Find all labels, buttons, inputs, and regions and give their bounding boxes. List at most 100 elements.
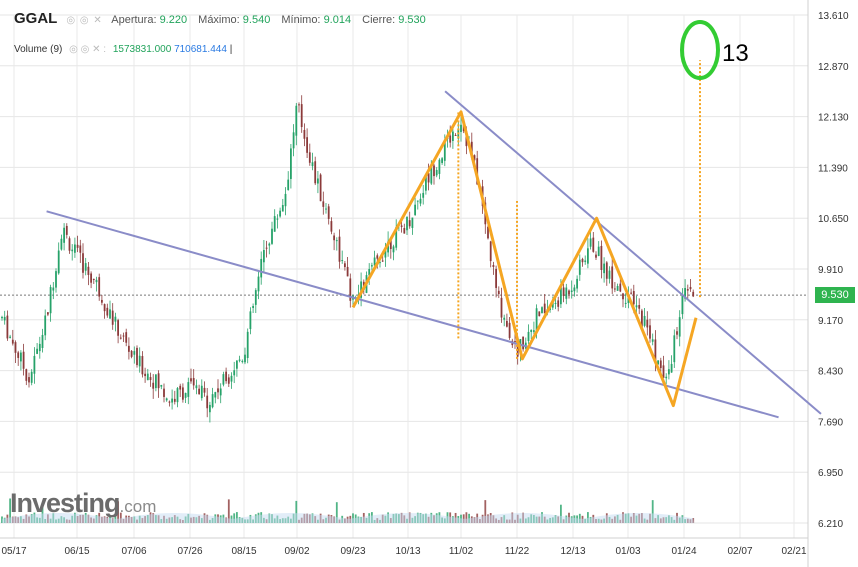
volume-bar xyxy=(578,513,581,523)
candle-body xyxy=(103,304,106,312)
candle-body xyxy=(592,237,595,252)
candle-body xyxy=(290,148,292,179)
candle-body xyxy=(622,293,624,300)
volume-bar xyxy=(233,513,236,523)
candle-body xyxy=(325,208,327,210)
candle-body xyxy=(9,336,11,338)
candle-body xyxy=(63,227,65,243)
candle-body xyxy=(419,198,422,204)
candle-body xyxy=(538,311,541,317)
volume-bar xyxy=(227,499,230,523)
candle-body xyxy=(414,204,416,215)
annotation-target-number: 13 xyxy=(722,40,749,67)
candle-body xyxy=(33,355,36,374)
candle-body xyxy=(500,297,503,318)
candle-body xyxy=(141,356,144,375)
candle-body xyxy=(425,176,427,191)
candle-body xyxy=(155,374,157,389)
candle-body xyxy=(492,265,495,267)
candle-body xyxy=(576,278,578,289)
candle-body xyxy=(71,249,74,252)
candle-body xyxy=(125,332,128,343)
candle-body xyxy=(338,236,341,262)
candle-body xyxy=(246,331,249,359)
volume-controls-icon[interactable]: ◎ ◎ ✕ : xyxy=(69,44,107,55)
candle-body xyxy=(495,268,497,288)
candle-body xyxy=(427,173,430,183)
candle-body xyxy=(308,152,311,163)
candle-body xyxy=(165,398,168,401)
candle-body xyxy=(322,201,325,207)
candle-body xyxy=(284,193,287,207)
candle-body xyxy=(44,315,47,336)
y-tick-label: 13.610 xyxy=(818,11,849,22)
candle-body xyxy=(241,360,244,362)
candle-body xyxy=(279,210,281,217)
candle-body xyxy=(38,343,41,352)
candle-body xyxy=(55,271,57,288)
candle-body xyxy=(379,262,381,264)
candle-body xyxy=(14,342,17,353)
candle-body xyxy=(584,260,587,262)
candle-body xyxy=(527,331,530,341)
candle-body xyxy=(49,287,52,314)
candle-body xyxy=(400,225,403,227)
candle-body xyxy=(568,290,570,295)
candle-body xyxy=(106,307,109,316)
candle-body xyxy=(403,228,406,234)
candle-body xyxy=(349,278,352,301)
candle-body xyxy=(651,339,654,342)
candle-body xyxy=(460,124,462,133)
candle-body xyxy=(65,225,68,235)
candle-body xyxy=(454,134,457,136)
volume-separator: | xyxy=(229,44,233,55)
candle-body xyxy=(214,392,217,398)
candle-body xyxy=(298,104,300,106)
x-tick-label: 02/21 xyxy=(781,546,806,557)
candle-body xyxy=(392,246,395,253)
x-tick-label: 02/07 xyxy=(727,546,752,557)
candle-body xyxy=(346,266,349,277)
candle-body xyxy=(578,259,581,275)
candle-body xyxy=(281,205,284,212)
y-tick-label: 6.950 xyxy=(818,468,843,479)
candle-body xyxy=(543,303,546,314)
candle-body xyxy=(597,246,600,256)
volume-bar xyxy=(587,512,589,523)
candle-body xyxy=(611,266,614,289)
candle-body xyxy=(373,257,376,266)
candle-body xyxy=(317,178,319,184)
candle-body xyxy=(109,309,111,319)
y-tick-label: 9.170 xyxy=(818,316,843,327)
candle-body xyxy=(233,370,236,376)
candle-body xyxy=(6,315,9,339)
candle-body xyxy=(449,135,452,143)
candle-body xyxy=(179,385,182,390)
ticker-symbol[interactable]: GGAL xyxy=(14,10,58,27)
candle-body xyxy=(668,369,670,375)
candle-body xyxy=(68,238,71,251)
candle-body xyxy=(560,287,562,305)
candle-body xyxy=(25,369,28,381)
candle-body xyxy=(230,375,233,382)
candle-body xyxy=(654,339,657,362)
candle-body xyxy=(344,263,346,268)
volume-bar xyxy=(560,504,562,523)
candle-body xyxy=(295,105,298,136)
volume-label[interactable]: Volume (9) xyxy=(14,44,63,55)
candle-body xyxy=(36,348,38,354)
candle-body xyxy=(368,268,371,276)
candle-body xyxy=(236,360,238,369)
candle-body xyxy=(314,161,317,184)
candle-body xyxy=(643,315,646,326)
candle-body xyxy=(641,310,643,328)
candle-body xyxy=(533,330,535,332)
candle-body xyxy=(292,132,295,149)
candle-body xyxy=(198,388,200,395)
candle-body xyxy=(692,291,695,297)
candle-body xyxy=(443,139,446,161)
series-controls-icon[interactable]: ◎ ◎ ✕ xyxy=(66,15,103,26)
candle-body xyxy=(341,260,344,262)
candle-body xyxy=(111,310,114,325)
